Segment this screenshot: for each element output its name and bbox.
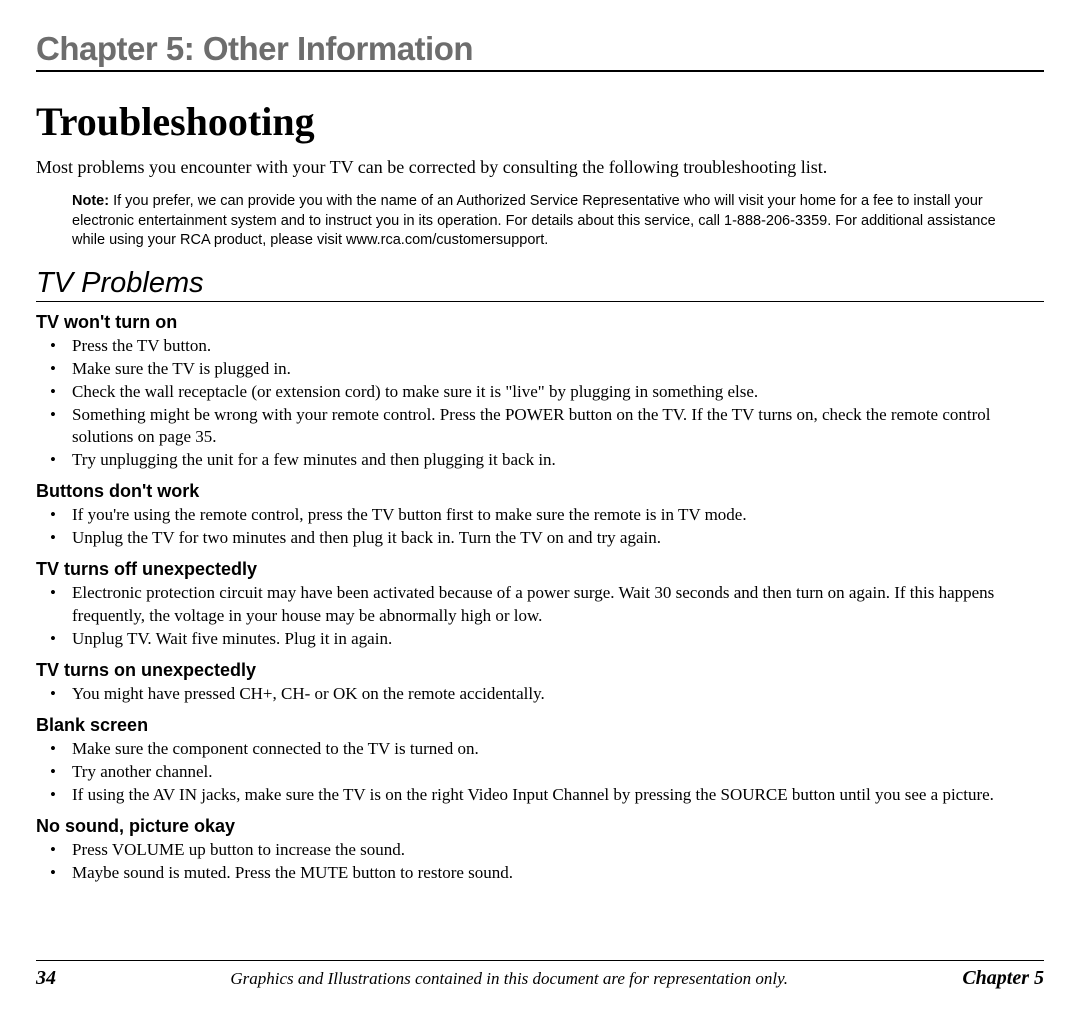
page-heading: Troubleshooting — [36, 98, 1044, 145]
note-body: If you prefer, we can provide you with t… — [72, 193, 996, 248]
list-item: If you're using the remote control, pres… — [36, 504, 1044, 526]
problems-container: TV won't turn onPress the TV button.Make… — [36, 312, 1044, 885]
list-item: Maybe sound is muted. Press the MUTE but… — [36, 862, 1044, 884]
list-item: Make sure the component connected to the… — [36, 738, 1044, 760]
list-item: Try another channel. — [36, 761, 1044, 783]
problem-title: TV won't turn on — [36, 312, 1044, 333]
problem-title: Buttons don't work — [36, 481, 1044, 502]
problem-bullet-list: You might have pressed CH+, CH- or OK on… — [36, 683, 1044, 705]
problem-bullet-list: If you're using the remote control, pres… — [36, 504, 1044, 549]
list-item: You might have pressed CH+, CH- or OK on… — [36, 683, 1044, 705]
problem-bullet-list: Press the TV button.Make sure the TV is … — [36, 335, 1044, 472]
problem-title: TV turns on unexpectedly — [36, 660, 1044, 681]
problem-bullet-list: Press VOLUME up button to increase the s… — [36, 839, 1044, 884]
problem-title: No sound, picture okay — [36, 816, 1044, 837]
problem-title: Blank screen — [36, 715, 1044, 736]
list-item: Something might be wrong with your remot… — [36, 404, 1044, 448]
list-item: Press VOLUME up button to increase the s… — [36, 839, 1044, 861]
page-footer: 34 Graphics and Illustrations contained … — [36, 960, 1044, 990]
note-label: Note: — [72, 193, 109, 209]
problem-bullet-list: Make sure the component connected to the… — [36, 738, 1044, 806]
note-text: Note: If you prefer, we can provide you … — [72, 192, 1024, 251]
footer-chapter-ref: Chapter 5 — [962, 967, 1044, 990]
note-block: Note: If you prefer, we can provide you … — [72, 192, 1024, 251]
list-item: Check the wall receptacle (or extension … — [36, 381, 1044, 403]
list-item: Unplug the TV for two minutes and then p… — [36, 527, 1044, 549]
chapter-header: Chapter 5: Other Information — [36, 30, 1044, 72]
list-item: Unplug TV. Wait five minutes. Plug it in… — [36, 628, 1044, 650]
footer-caption: Graphics and Illustrations contained in … — [56, 969, 962, 989]
list-item: Make sure the TV is plugged in. — [36, 358, 1044, 380]
list-item: Try unplugging the unit for a few minute… — [36, 449, 1044, 471]
footer-page-number: 34 — [36, 967, 56, 990]
section-heading: TV Problems — [36, 267, 1044, 302]
list-item: Press the TV button. — [36, 335, 1044, 357]
intro-paragraph: Most problems you encounter with your TV… — [36, 157, 1044, 178]
list-item: Electronic protection circuit may have b… — [36, 582, 1044, 626]
list-item: If using the AV IN jacks, make sure the … — [36, 784, 1044, 806]
problem-title: TV turns off unexpectedly — [36, 559, 1044, 580]
problem-bullet-list: Electronic protection circuit may have b… — [36, 582, 1044, 649]
